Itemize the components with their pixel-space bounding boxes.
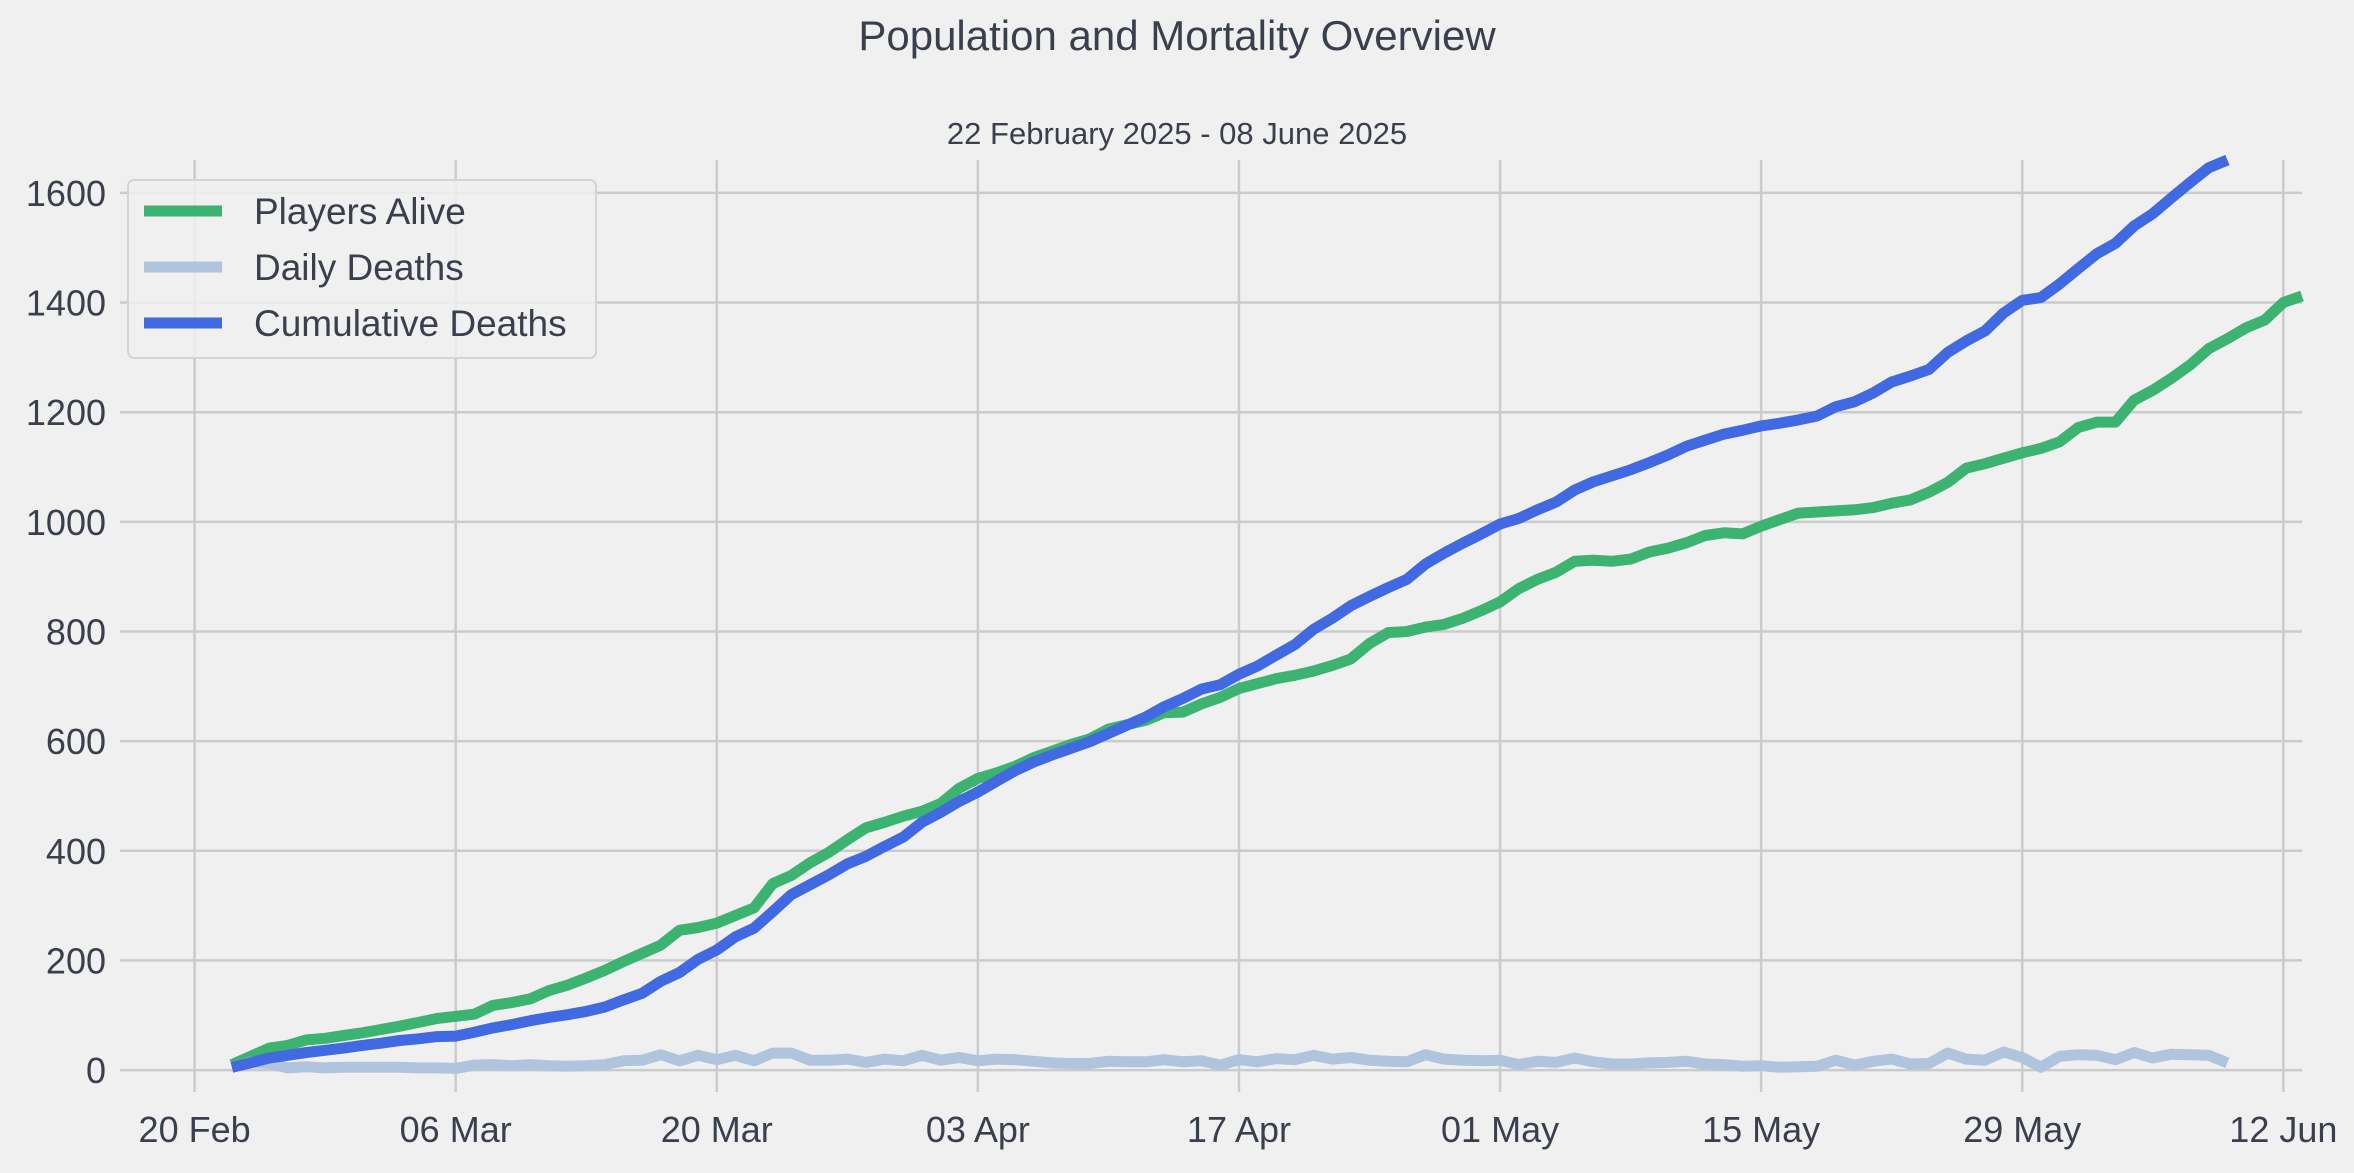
y-tick-label: 600	[46, 721, 106, 762]
x-tick-label: 01 May	[1441, 1109, 1559, 1150]
x-tick-label: 12 Jun	[2229, 1109, 2337, 1150]
tick-layer: 0 200 400 600 800 1000 1200 1400 1600 20 Feb 06 Ma…	[26, 173, 2337, 1150]
legend-label-cumulative-deaths: Cumulative Deaths	[254, 303, 567, 344]
x-tick-label: 15 May	[1702, 1109, 1820, 1150]
x-tick-label: 20 Feb	[139, 1109, 251, 1150]
x-tick-label: 03 Apr	[926, 1109, 1030, 1150]
legend-label-players-alive: Players Alive	[254, 191, 466, 232]
y-tick-label: 1000	[26, 502, 106, 543]
series-layer	[229, 154, 2304, 1074]
series-line-daily-deaths	[230, 1046, 2230, 1074]
chart-subtitle: 22 February 2025 - 08 June 2025	[947, 116, 1407, 151]
x-tick-label: 20 Mar	[661, 1109, 773, 1150]
y-tick-label: 400	[46, 831, 106, 872]
legend-label-daily-deaths: Daily Deaths	[254, 247, 464, 288]
x-tick-label: 29 May	[1963, 1109, 2081, 1150]
y-tick-label: 1400	[26, 283, 106, 324]
chart-title: Population and Mortality Overview	[858, 12, 1496, 59]
y-tick-label: 800	[46, 611, 106, 652]
x-tick-label: 17 Apr	[1187, 1109, 1291, 1150]
y-tick-label: 0	[86, 1050, 106, 1091]
series-line-cumulative-deaths	[230, 154, 2230, 1073]
y-tick-label: 1200	[26, 392, 106, 433]
y-tick-label: 1600	[26, 173, 106, 214]
x-tick-label: 06 Mar	[400, 1109, 512, 1150]
series-line-players-alive	[229, 290, 2304, 1070]
y-tick-label: 200	[46, 940, 106, 981]
legend: Players Alive Daily Deaths Cumulative Deat…	[127, 179, 597, 359]
legend-box	[127, 179, 597, 359]
